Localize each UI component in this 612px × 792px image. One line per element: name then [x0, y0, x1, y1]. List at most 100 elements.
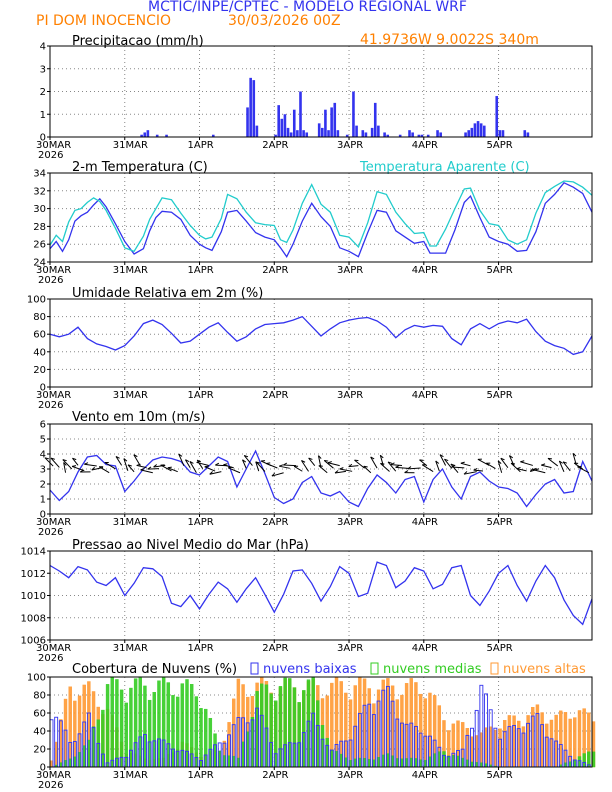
wind-barb [354, 459, 365, 469]
wind-barb [84, 463, 97, 467]
wind-barb-head [136, 463, 141, 466]
precip-bar [336, 130, 340, 137]
wind-barb-head [395, 465, 400, 468]
precip-bar [249, 77, 252, 137]
legend-swatch-low [250, 662, 259, 675]
clouds-xtick-label: 31MAR [113, 770, 148, 781]
wind-barb-head [242, 459, 247, 463]
wind-barb [167, 467, 178, 473]
cloud-bar-orange [563, 712, 568, 768]
precip-bar [408, 130, 411, 137]
wind-xtick-year: 2026 [38, 527, 63, 538]
wind-barb [279, 465, 290, 469]
precip-xtick-year: 2026 [38, 150, 63, 161]
wind-barb [497, 460, 503, 473]
wind-barb-head [559, 460, 563, 464]
wind-barb-head [133, 454, 138, 458]
rh-xtick-label: 5APR [487, 390, 513, 401]
precip-ytick-label: 1 [40, 110, 46, 121]
rh-xtick-label: 30MAR [36, 390, 71, 401]
precip-bar [383, 132, 386, 137]
precip-xtick-label: 5APR [487, 140, 513, 151]
wind-barb [256, 461, 266, 472]
wind-barb-head [167, 466, 172, 469]
precip-bar [283, 114, 287, 137]
precip-bar [277, 105, 280, 137]
wind-barb-head [435, 460, 440, 464]
rh-xtick-label: 1APR [188, 390, 214, 401]
wind-barb-head [354, 459, 359, 462]
wind-barb-head [370, 456, 375, 460]
cloud-bar-green [264, 684, 269, 768]
clouds-xtick-label: 4APR [412, 770, 438, 781]
wind-barb-head [500, 457, 505, 461]
wind-title: Vento em 10m (m/s) [72, 410, 205, 425]
wind-barb [63, 462, 67, 473]
cloud-bar-green [573, 759, 577, 768]
wind-barb-head [204, 465, 209, 468]
wind-barb-head [140, 468, 145, 471]
precip-bar [289, 132, 293, 137]
cloud-bar-green [484, 763, 488, 768]
precip-ytick-label: 3 [40, 64, 46, 75]
wind-barb-head [178, 453, 183, 457]
wind-barb [283, 464, 297, 467]
rh-title: Umidade Relativa em 2m (%) [72, 286, 263, 301]
wind-barb [558, 460, 565, 473]
wind-barb-head [419, 459, 424, 461]
wind-barb-head [283, 462, 288, 466]
precip-bar [286, 127, 290, 137]
cloud-bar-green [456, 755, 460, 768]
cloud-bar-green [451, 755, 456, 768]
cloud-bar-green [367, 758, 371, 768]
wind-barb [435, 460, 440, 472]
precip-bar [498, 130, 502, 137]
wind-barb [541, 464, 552, 469]
wind-barb-head [450, 463, 455, 466]
rh-line-blue [49, 315, 593, 356]
cloud-bar-orange [381, 679, 385, 768]
wind-barb [573, 462, 583, 470]
cloud-bar-orange [484, 727, 488, 768]
clouds-ytick-label: 40 [33, 727, 46, 738]
precip-bar [377, 125, 380, 137]
cloud-bar-green [479, 762, 484, 768]
wind-barb-head [228, 466, 233, 469]
wind-barb-head [301, 460, 306, 463]
wind-xtick-label: 4APR [412, 517, 438, 528]
cloud-bar-green [311, 677, 315, 768]
wind-barb-head [380, 462, 385, 465]
cloud-bar-green [348, 760, 353, 768]
wind-barb [115, 456, 123, 466]
wind-barb [327, 462, 340, 467]
wind-xtick-label: 30MAR [36, 517, 71, 528]
wind-barb-head [348, 463, 353, 468]
pressure-ytick-label: 1006 [21, 636, 46, 647]
rh-xtick-label: 3APR [337, 390, 363, 401]
wind-barb [532, 469, 546, 474]
clouds-ytick-label: 20 [33, 745, 46, 756]
wind-barb [407, 467, 421, 470]
wind-barb-head [339, 467, 344, 470]
cloud-bar-orange [512, 715, 516, 768]
wind-ytick-label: 5 [40, 435, 46, 446]
cloud-bar-green [119, 689, 124, 768]
wind-barb-head [497, 460, 502, 464]
precip-title: Precipitacao (mm/h) [72, 34, 204, 49]
wind-barb [271, 472, 284, 477]
wind-barb [451, 466, 465, 469]
precip-bar [345, 134, 349, 137]
pressure-xtick-label: 4APR [412, 643, 438, 654]
wind-barb-head [379, 454, 384, 459]
cloud-bar-green [59, 762, 63, 768]
temp-line-cyan [49, 180, 593, 253]
wind-barb-head [509, 455, 513, 459]
wind-barb-head [266, 462, 271, 465]
temp-ytick-label: 28 [33, 222, 46, 233]
pressure-ytick-label: 1008 [21, 613, 46, 624]
wind-barb-head [390, 462, 395, 466]
pressure-ytick-label: 1012 [21, 569, 46, 580]
wind-barb [204, 466, 216, 472]
wind-barb [390, 464, 403, 467]
wind-barb [293, 465, 303, 472]
